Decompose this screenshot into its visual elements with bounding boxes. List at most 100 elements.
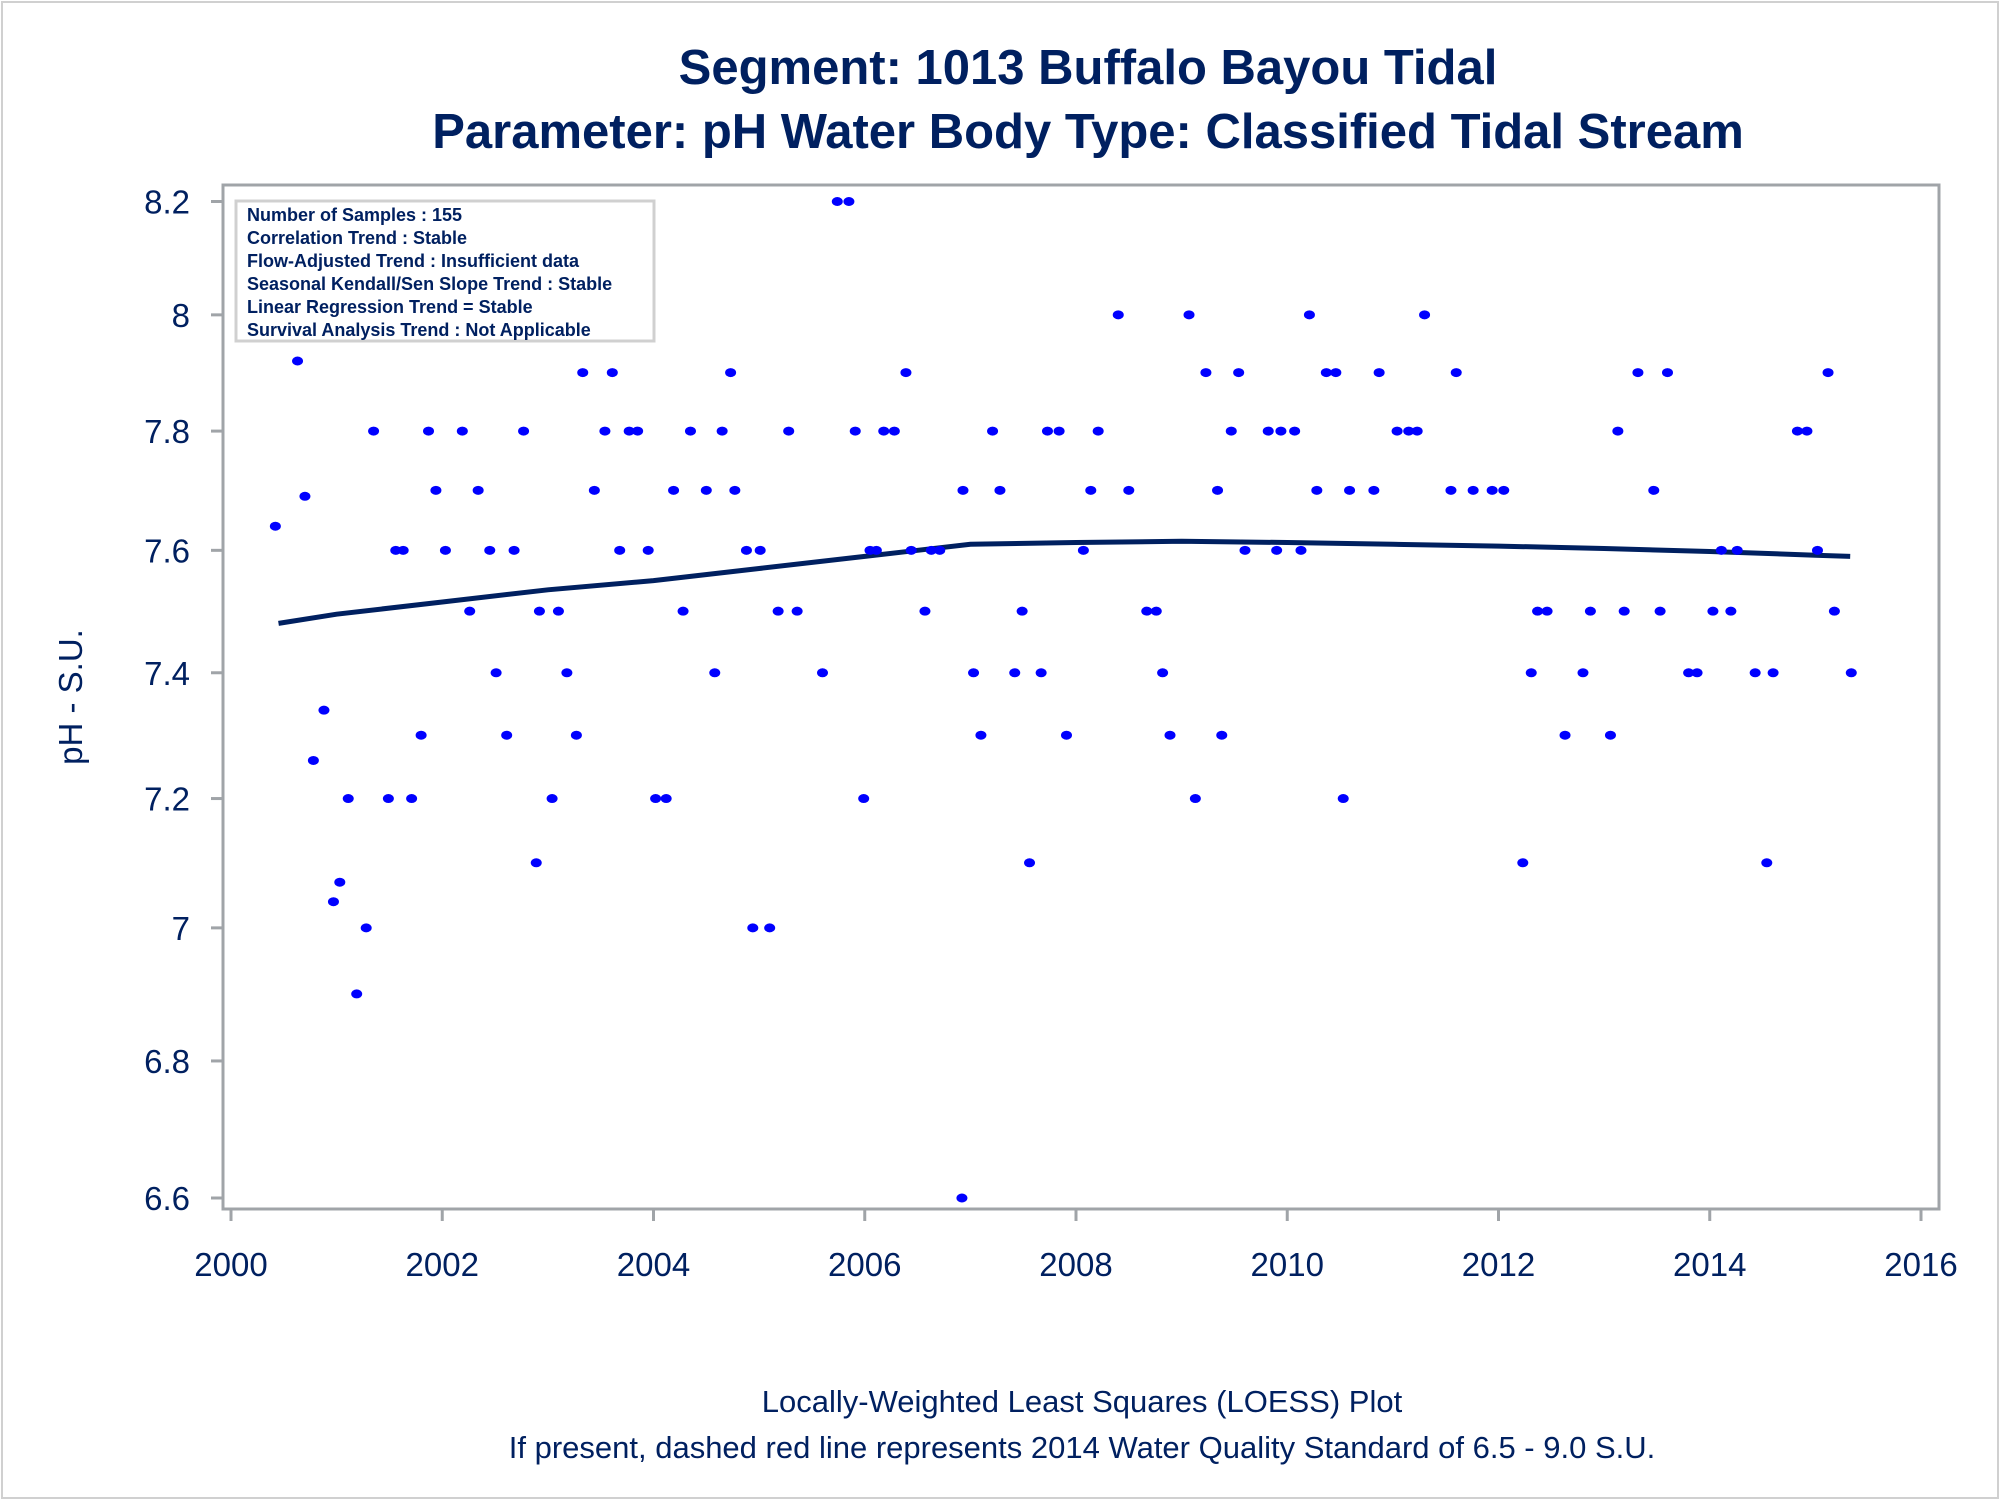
data-point [1035,668,1047,678]
y-tick-label: 7 [172,910,190,947]
data-point [430,485,442,495]
data-point [360,923,372,933]
data-point [709,668,721,678]
data-point [1303,310,1315,320]
x-tick-label: 2002 [406,1246,479,1283]
data-point [423,426,435,436]
data-point [1189,794,1201,804]
data-point [870,545,882,555]
data-point [1604,730,1616,740]
data-point [900,368,912,378]
data-point [577,368,589,378]
y-tick-label: 7.4 [144,655,190,692]
data-point [740,545,752,555]
data-point [327,897,339,907]
data-point [1767,668,1779,678]
data-point [1311,485,1323,495]
loess-line [278,538,1851,626]
x-tick-label: 2016 [1884,1246,1957,1283]
data-point [764,923,776,933]
data-point [968,668,980,678]
legend-line: Number of Samples : 155 [247,205,462,225]
data-point [292,356,304,366]
data-point [368,426,380,436]
data-point [1216,730,1228,740]
data-point [1419,310,1431,320]
y-axis-label: pH - S.U. [52,629,89,765]
data-point [484,545,496,555]
data-point [1450,368,1462,378]
data-point [956,1193,968,1203]
data-point [957,485,969,495]
data-point [561,668,573,678]
data-point [642,545,654,555]
data-point [632,426,644,436]
plot-area [221,183,1941,1211]
data-point [1024,858,1036,868]
data-point [772,606,784,616]
data-point [1707,606,1719,616]
data-point [1517,858,1529,868]
x-tick-label: 2010 [1251,1246,1324,1283]
data-point [1541,606,1553,616]
data-point [1164,730,1176,740]
data-point [919,606,931,616]
data-point [725,368,737,378]
data-point [406,794,418,804]
data-point [1295,545,1307,555]
chart-subtitle: Parameter: pH Water Body Type: Classifie… [432,105,1744,159]
data-point [905,545,917,555]
data-point [1584,606,1596,616]
data-point [1618,606,1630,616]
data-point [1403,426,1415,436]
data-point [1289,426,1301,436]
y-tick-label: 7.2 [144,781,190,818]
legend-line: Linear Regression Trend = Stable [247,297,533,317]
data-point [817,668,828,678]
data-point [1320,368,1332,378]
y-tick-label: 6.8 [144,1043,190,1080]
data-point [1233,368,1245,378]
data-point [1009,668,1021,678]
data-point [269,521,281,531]
data-point [1822,368,1834,378]
x-tick-label: 2000 [194,1246,267,1283]
data-point [754,545,766,555]
data-point [342,794,354,804]
data-point [397,545,409,555]
data-point [623,426,635,436]
data-point [530,858,542,868]
data-point [1123,485,1135,495]
data-point [1016,606,1028,616]
y-tick-label: 8.2 [144,184,190,221]
data-point [439,545,451,555]
data-point [1157,668,1169,678]
data-point [1337,794,1349,804]
data-point [1828,606,1840,616]
x-tick-label: 2012 [1462,1246,1535,1283]
legend-line: Seasonal Kendall/Sen Slope Trend : Stabl… [247,274,612,294]
y-tick-label: 8 [172,297,190,334]
data-point [1112,310,1124,320]
data-point [299,491,311,501]
data-point [382,794,394,804]
data-point [888,426,900,436]
data-point [307,755,319,765]
data-point [614,545,626,555]
data-point [415,730,427,740]
data-point [1225,426,1237,436]
data-point [1725,606,1737,616]
data-point [1486,485,1498,495]
data-point [747,923,759,933]
y-axis: 6.6 6.8 7 7.2 7.4 7.6 7.8 8 8.2 [144,184,223,1217]
y-tick-label: 7.6 [144,532,190,569]
data-point [1801,426,1813,436]
footnote-loess: Locally-Weighted Least Squares (LOESS) P… [762,1384,1403,1419]
data-point [1612,426,1624,436]
data-points [269,197,1857,1203]
data-point [490,668,502,678]
data-point [456,426,468,436]
data-point [1845,668,1857,678]
data-point [1577,668,1589,678]
data-point [546,794,558,804]
